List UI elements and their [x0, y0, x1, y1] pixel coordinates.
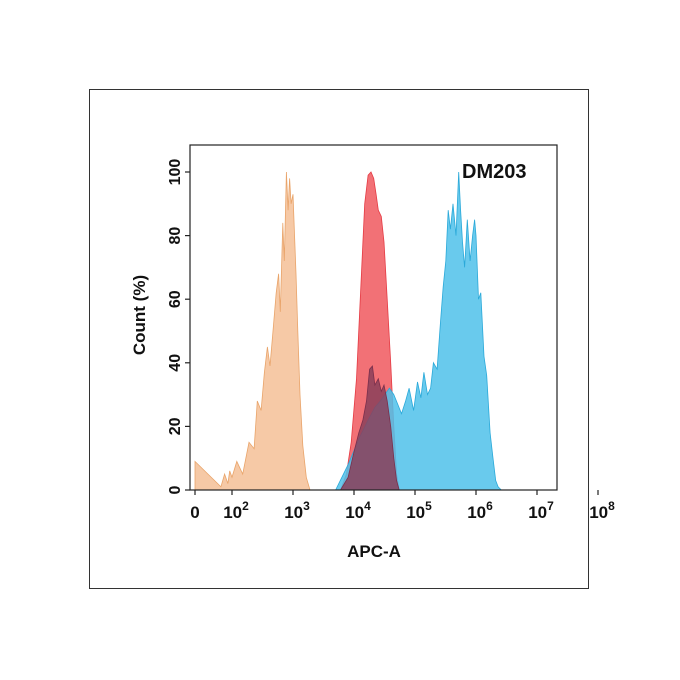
x-axis-title: APC-A: [347, 542, 401, 561]
y-tick-label: 0: [167, 485, 184, 494]
chart-frame: [89, 89, 589, 589]
y-tick-label: 40: [167, 354, 184, 372]
y-tick-label: 60: [167, 290, 184, 308]
x-tick-label: 107: [528, 499, 554, 522]
plot-border: [189, 144, 558, 491]
y-tick-label: 80: [167, 227, 184, 245]
x-tick-label: 0: [190, 503, 199, 522]
histogram-series-1: [194, 171, 311, 491]
y-tick-label: 20: [167, 417, 184, 435]
x-tick-label: 108: [589, 499, 615, 522]
x-tick-label: 104: [345, 499, 371, 522]
x-tick-label: 103: [284, 499, 310, 522]
sample-label: DM203: [462, 161, 526, 183]
x-tick-label: 106: [467, 499, 493, 522]
x-tick-label: 102: [223, 499, 249, 522]
plot-area: [194, 171, 503, 491]
y-tick-label: 100: [167, 159, 184, 186]
x-tick-label: 105: [406, 499, 432, 522]
y-axis-title: Count (%): [130, 275, 149, 355]
axis-ticks: 0 20 40 60 80 100 0 102 103 104 105 106 107 108: [167, 159, 615, 522]
histogram-series-4: [339, 365, 400, 491]
